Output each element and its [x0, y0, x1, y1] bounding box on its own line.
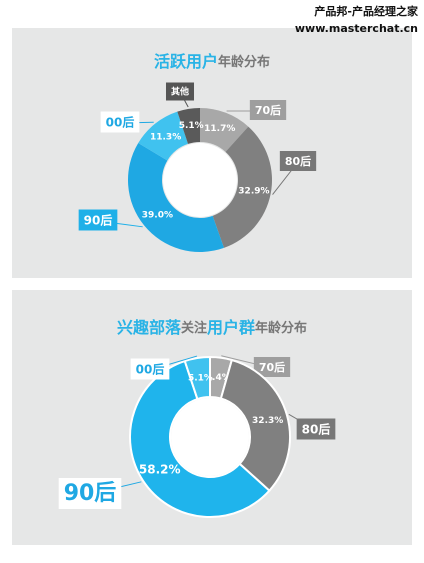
- value-label: 32.3%: [252, 416, 283, 426]
- category-callout: 80后: [280, 151, 316, 171]
- value-label: 32.9%: [238, 186, 269, 196]
- title-part: 活跃用户: [154, 52, 218, 71]
- category-label: 其他: [171, 86, 189, 98]
- value-label: 5.1%: [179, 121, 204, 131]
- category-callout: 00后: [131, 359, 170, 380]
- chart-title: 兴趣部落关注用户群年龄分布: [117, 318, 307, 337]
- value-label: 5.1%: [188, 373, 213, 383]
- title-part: 用户群: [207, 318, 255, 337]
- category-label: 00后: [106, 115, 135, 130]
- value-label: 39.0%: [142, 210, 173, 220]
- watermark: www.masterchat.cn: [295, 22, 418, 35]
- category-label: 70后: [255, 103, 281, 117]
- donut-hole: [171, 398, 249, 476]
- title-part: 关注: [181, 320, 207, 336]
- category-callout: 70后: [250, 100, 286, 120]
- category-label: 80后: [302, 422, 331, 437]
- title-part: 年龄分布: [255, 320, 307, 336]
- category-callout: 90后: [79, 210, 118, 231]
- category-callout: 00后: [101, 112, 140, 133]
- chart-title: 活跃用户年龄分布: [154, 52, 270, 71]
- category-callout: 80后: [297, 419, 336, 440]
- value-label: 11.7%: [204, 124, 235, 134]
- donut-hole: [163, 143, 237, 217]
- title-part: 兴趣部落: [117, 318, 182, 337]
- category-callout: 其他: [166, 83, 194, 101]
- category-callout: 90后: [59, 478, 122, 509]
- category-label: 00后: [136, 362, 165, 377]
- value-label: 11.3%: [150, 133, 181, 143]
- watermark: 产品邦-产品经理之家: [314, 4, 419, 18]
- title-part: 年龄分布: [218, 54, 270, 70]
- category-label: 70后: [259, 360, 285, 374]
- category-label: 80后: [285, 154, 311, 168]
- category-label: 90后: [64, 481, 117, 506]
- value-label: 58.2%: [139, 462, 181, 476]
- category-label: 90后: [84, 213, 113, 228]
